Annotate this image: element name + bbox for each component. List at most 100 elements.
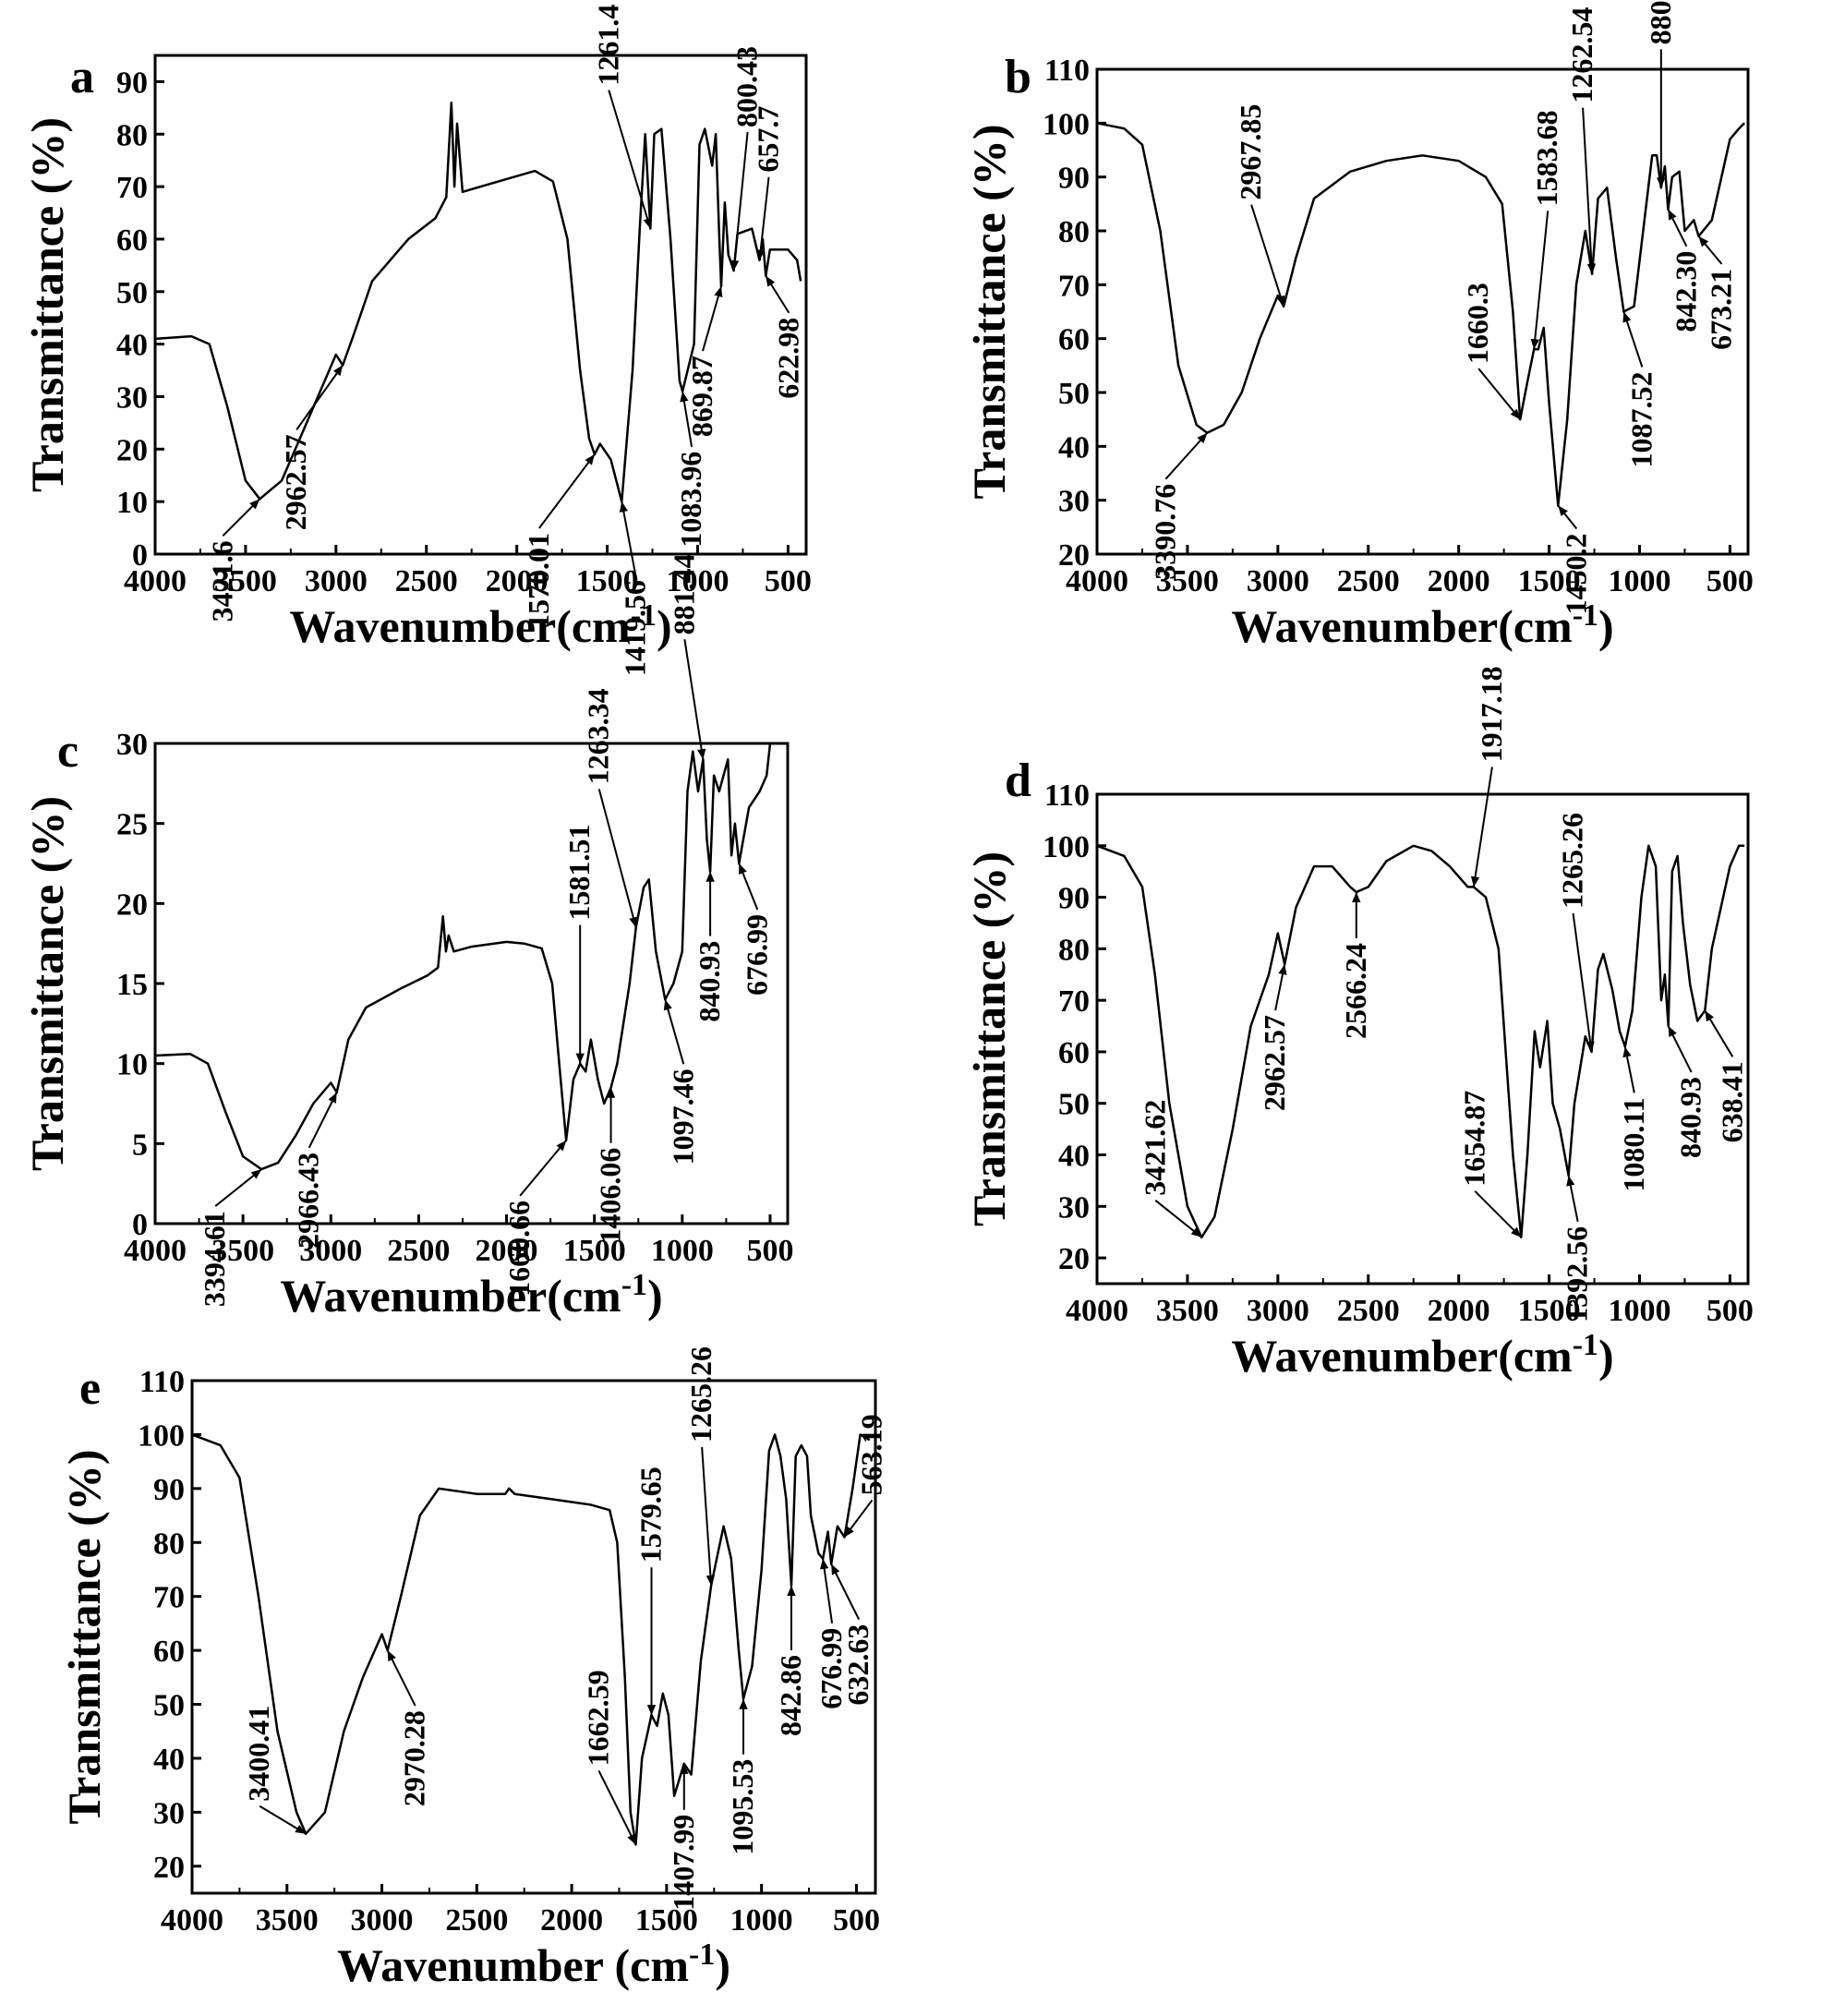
peak-label: 1583.68 [1530, 110, 1563, 206]
peak-label: 1265.26 [684, 1346, 718, 1443]
peak-arrow [295, 364, 344, 430]
peak-label: 840.93 [1674, 1077, 1707, 1158]
y-tick-label: 30 [116, 380, 148, 415]
peak-label: 563.19 [854, 1414, 887, 1495]
y-tick-label: 100 [1043, 107, 1090, 141]
x-tick-label: 3000 [351, 1903, 414, 1938]
peak-arrowhead [606, 1087, 616, 1098]
x-axis-title: Wavenumber(cm-1) [280, 1268, 662, 1322]
peak-arrowhead [646, 1705, 657, 1716]
y-tick-label: 15 [116, 968, 148, 1002]
peak-arrow [538, 453, 596, 529]
x-tick-label: 4000 [1066, 1294, 1128, 1328]
x-tick-label: 4000 [124, 564, 187, 598]
peak-label: 1392.56 [1561, 1226, 1594, 1322]
peak-arrowhead [1278, 964, 1287, 975]
peak-arrowhead [1511, 1226, 1522, 1237]
x-tick-label: 3000 [299, 1234, 362, 1268]
y-tick-label: 90 [153, 1473, 185, 1507]
y-tick-label: 110 [1044, 54, 1090, 88]
y-tick-label: 70 [116, 171, 148, 205]
peak-label: 881.44 [667, 553, 700, 634]
peak-arrowhead [680, 1763, 689, 1774]
peak-label: 1080.11 [1617, 1097, 1650, 1191]
y-axis-title: Transmittance (%) [21, 117, 73, 492]
peak-arrowhead [680, 391, 689, 403]
y-tick-label: 70 [153, 1581, 185, 1615]
x-tick-label: 1000 [730, 1903, 793, 1938]
x-tick-label: 1000 [1609, 564, 1671, 598]
peak-arrowhead [556, 1140, 567, 1152]
peak-arrow [608, 90, 652, 229]
peak-arrowhead [1586, 263, 1597, 274]
panel-letter: b [1005, 51, 1031, 103]
peak-arrowhead [332, 365, 344, 377]
x-tick-label: 2500 [395, 564, 458, 598]
peak-arrow [519, 1140, 567, 1197]
peak-label: 800.43 [730, 46, 764, 127]
peak-arrowhead [643, 217, 652, 229]
peak-arrowhead [1558, 505, 1568, 517]
peak-arrow [830, 1563, 861, 1621]
peak-label: 1581.51 [562, 825, 596, 921]
peak-label: 1660.3 [1461, 283, 1494, 364]
peak-label: 3421.62 [1138, 1100, 1171, 1196]
panel-c: 4000 3500 3000 2500 2000 1500 1000 500 0 5 10 15 20 2… [21, 553, 793, 1322]
peak-arrowhead [629, 916, 638, 928]
x-axis-title: Wavenumber(cm-1) [1231, 598, 1613, 652]
y-tick-label: 90 [1058, 162, 1090, 196]
peak-arrow [308, 1092, 338, 1149]
peak-label: 1263.34 [582, 688, 615, 784]
x-tick-label: 2000 [486, 564, 549, 598]
spectrum-line-e [191, 1433, 871, 1846]
peak-arrowhead [250, 1169, 262, 1179]
peak-arrowhead [585, 454, 595, 465]
y-tick-label: 110 [1044, 779, 1090, 813]
peak-label: 1407.99 [667, 1815, 700, 1911]
peak-arrow [597, 789, 637, 928]
peak-label: 1262.54 [1565, 7, 1598, 103]
x-tick-label: 1500 [563, 1234, 626, 1268]
y-tick-label: 30 [1058, 485, 1090, 519]
peak-label: 2966.43 [292, 1153, 325, 1249]
peak-arrow [1472, 767, 1493, 887]
peak-arrowhead [1566, 1175, 1575, 1187]
peak-label: 1654.87 [1457, 1091, 1490, 1187]
x-tick-label: 500 [765, 564, 812, 598]
y-tick-label: 40 [153, 1743, 185, 1777]
peak-arrow [1250, 204, 1285, 307]
peak-arrowhead [1668, 1026, 1677, 1038]
y-tick-label: 60 [1058, 323, 1090, 357]
peak-label: 2967.85 [1234, 104, 1267, 200]
y-axis-title: Transmittance (%) [963, 125, 1015, 500]
peak-label: 1419.56 [618, 580, 651, 676]
x-tick-label: 3500 [211, 1234, 274, 1268]
peak-arrowhead [387, 1650, 396, 1662]
plot-frame [1095, 67, 1750, 556]
x-tick-label: 1000 [1609, 1294, 1671, 1328]
peak-arrowhead [1698, 235, 1709, 247]
y-tick-label: 30 [1058, 1190, 1090, 1225]
y-tick-label: 20 [116, 433, 148, 467]
plot-frame [153, 54, 808, 556]
peak-arrowhead [1352, 892, 1361, 903]
y-tick-label: 30 [153, 1796, 185, 1830]
x-tick-label: 1500 [576, 564, 639, 598]
peak-label: 1095.53 [726, 1759, 759, 1855]
y-axis-title: Transmittance (%) [58, 1450, 110, 1825]
spectrum-line-a [154, 101, 802, 503]
peak-arrow [701, 1446, 713, 1587]
peak-arrow [664, 999, 685, 1065]
peak-label: 2566.24 [1339, 943, 1372, 1039]
x-tick-label: 3500 [1156, 564, 1219, 598]
panel-letter: d [1005, 754, 1031, 807]
x-tick-label: 2000 [540, 1903, 603, 1938]
y-tick-label: 100 [1043, 830, 1090, 864]
peak-arrowhead [1622, 311, 1632, 323]
plot-frame [190, 1379, 877, 1895]
peak-label: 842.86 [774, 1655, 807, 1736]
y-tick-label: 50 [1058, 377, 1090, 411]
peak-arrow [1474, 1190, 1522, 1238]
y-tick-label: 20 [116, 887, 148, 922]
y-tick-label: 30 [116, 728, 148, 762]
